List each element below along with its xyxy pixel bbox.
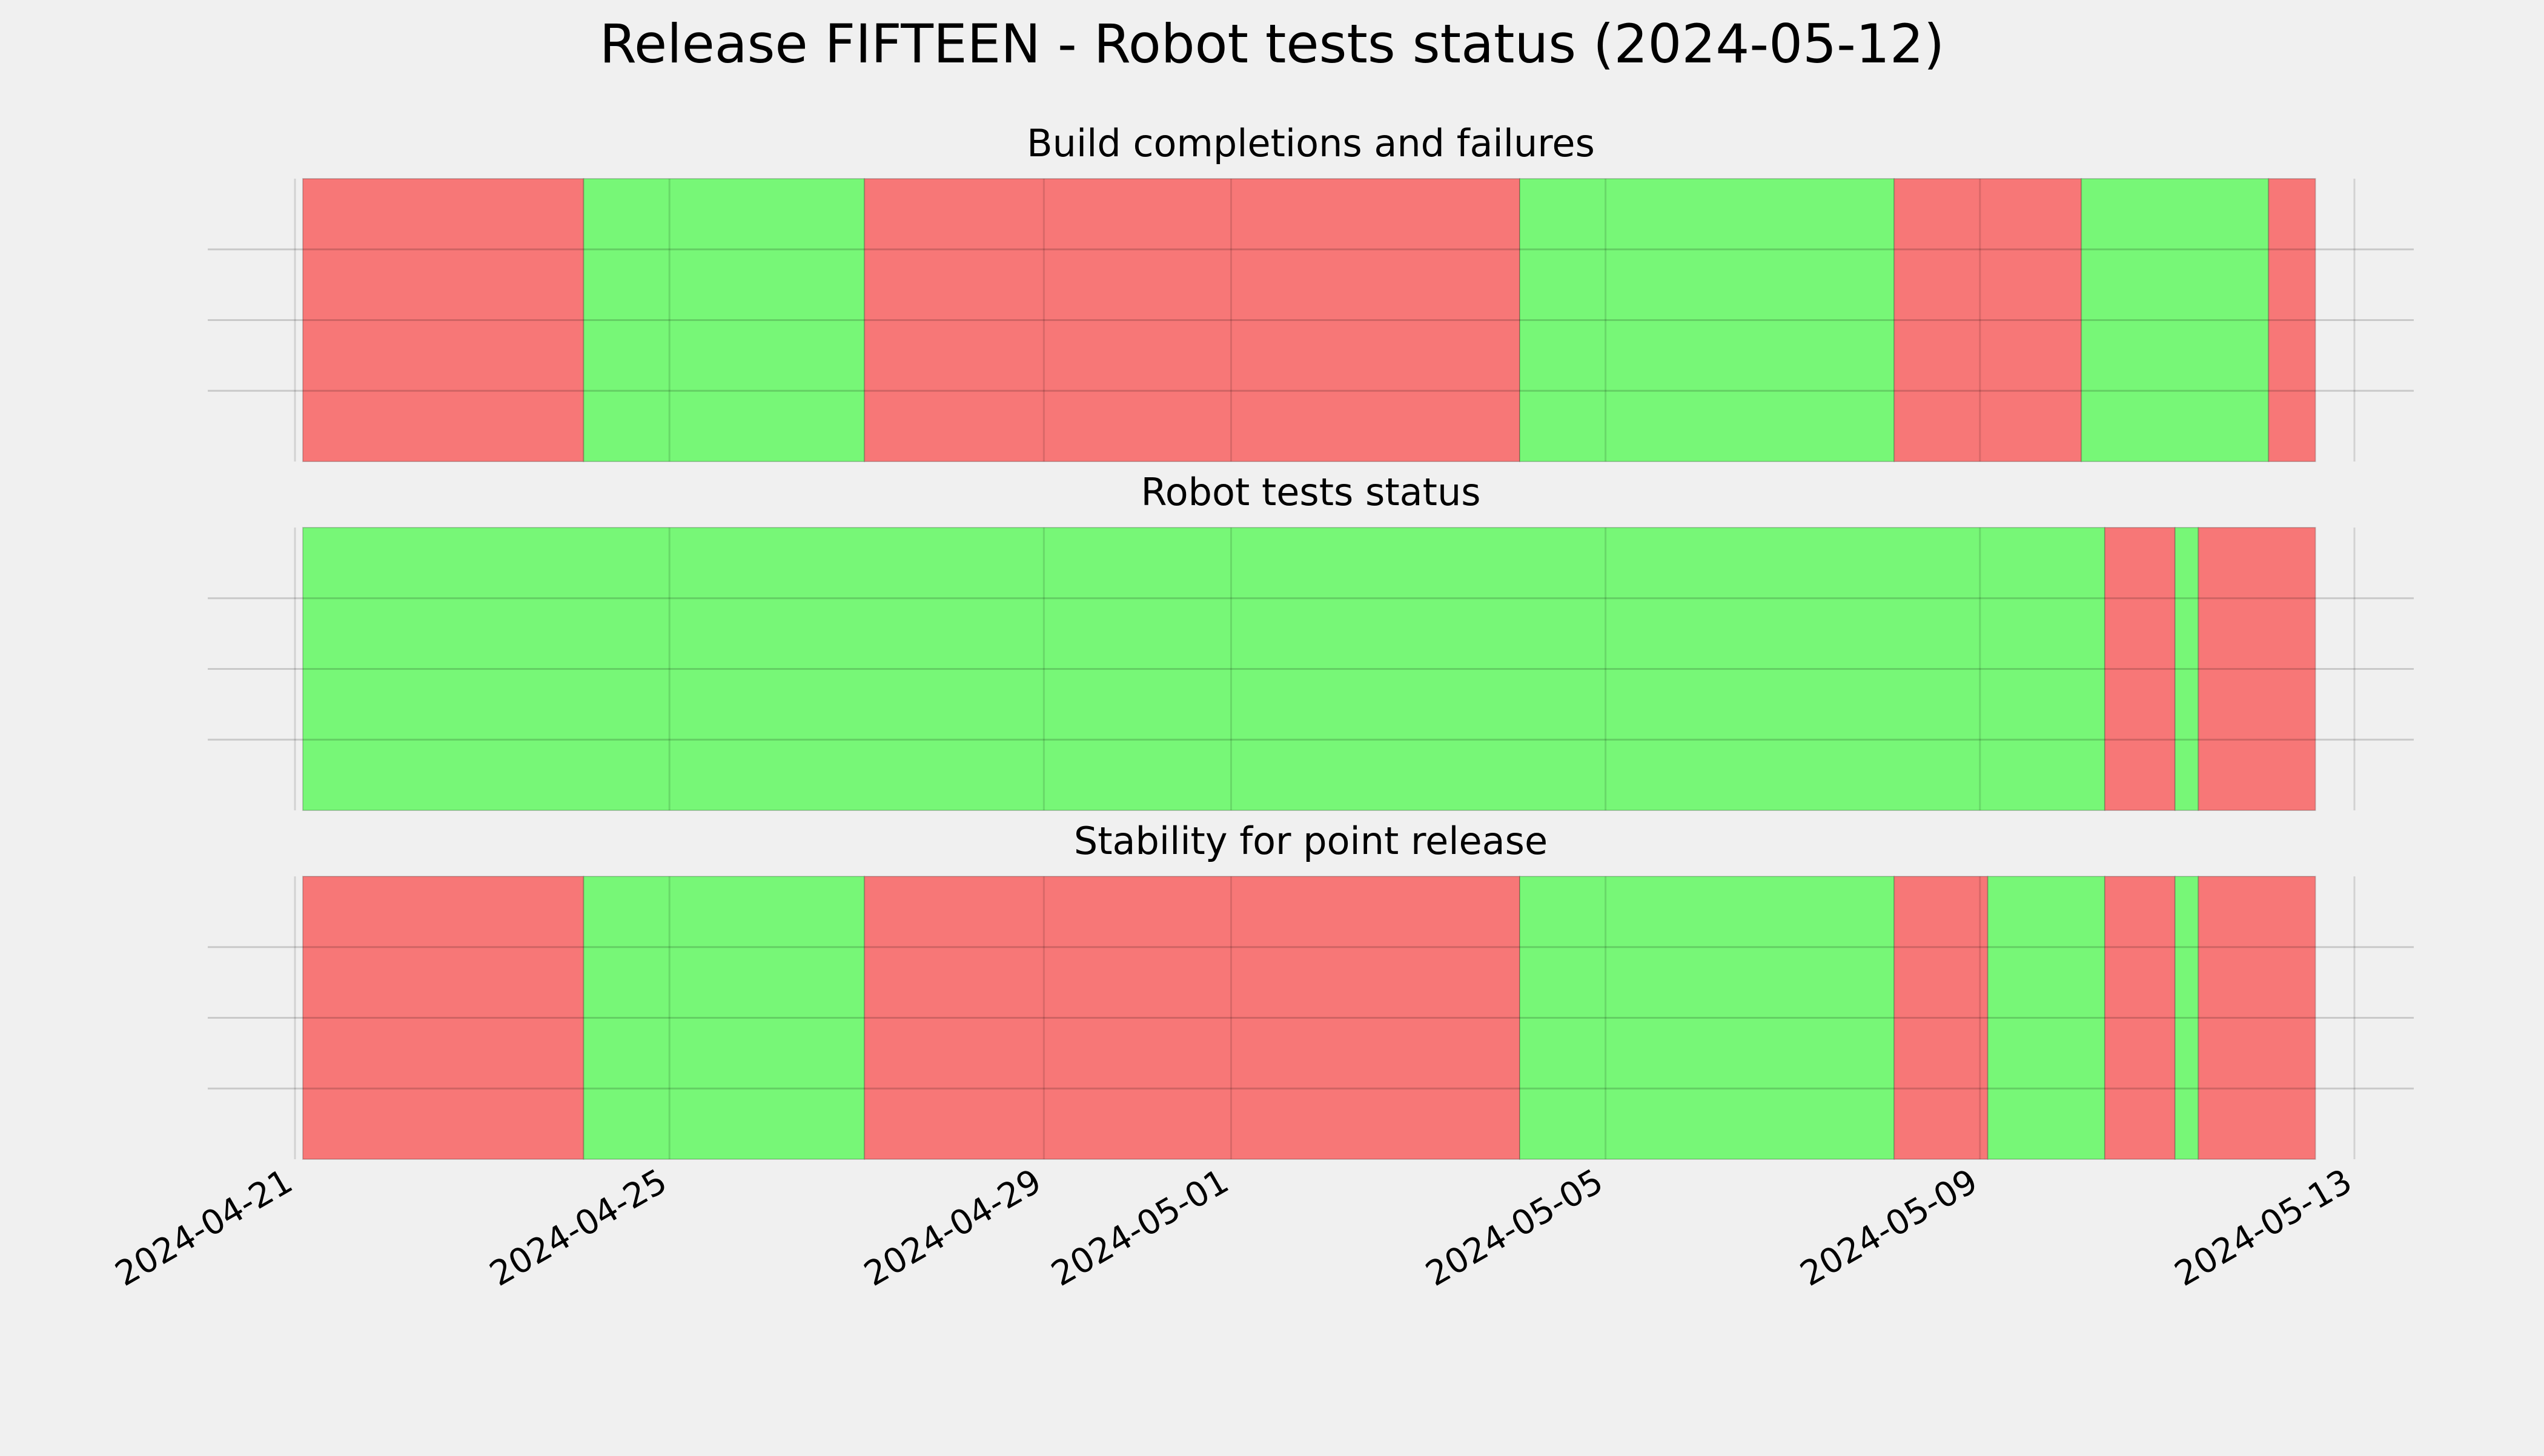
status-segment-fail — [2198, 876, 2316, 1160]
status-segment-pass — [1987, 876, 2105, 1160]
status-segment-fail — [2104, 876, 2176, 1160]
chart-title: Release FIFTEEN - Robot tests status (20… — [600, 13, 1944, 75]
status-segment-fail — [302, 876, 585, 1160]
x-tick-label: 2024-04-21 — [109, 1162, 299, 1294]
x-tick-label: 2024-05-13 — [2168, 1162, 2359, 1294]
status-segment-fail — [1893, 876, 1989, 1160]
x-tick-label: 2024-04-25 — [483, 1162, 674, 1294]
status-segment-pass — [1519, 178, 1895, 462]
status-segment-fail — [864, 178, 1520, 462]
status-segment-pass — [2174, 527, 2199, 811]
status-segment-pass — [1519, 876, 1895, 1160]
status-segment-fail — [2198, 527, 2316, 811]
x-axis-tick-labels: 2024-04-21 2024-04-25 2024-04-292024-05-01… — [109, 1162, 2359, 1294]
status-segment-fail — [2268, 178, 2316, 462]
panel-title: Stability for point release — [1074, 819, 1548, 863]
x-tick-label: 2024-04-29 — [858, 1162, 1048, 1294]
chart-panel: Build completions and failures — [208, 121, 2414, 462]
chart-panels: Build completions and failures Robot test… — [208, 121, 2414, 1160]
chart-panel: Robot tests status — [208, 470, 2414, 811]
status-segment-pass — [2081, 178, 2270, 462]
status-segment-fail — [2104, 527, 2176, 811]
status-segment-pass — [583, 178, 866, 462]
status-segment-pass — [302, 527, 2105, 811]
status-segment-fail — [1893, 178, 2082, 462]
status-segment-pass — [2174, 876, 2199, 1160]
chart-panel: Stability for point release — [208, 819, 2414, 1160]
status-segment-fail — [302, 178, 585, 462]
status-segment-fail — [864, 876, 1520, 1160]
x-tick-label: 2024-05-09 — [1794, 1162, 1984, 1294]
x-tick-label: 2024-05-05 — [1419, 1162, 1609, 1294]
panel-title: Build completions and failures — [1027, 121, 1595, 165]
x-tick-label: 2024-05-01 — [1045, 1162, 1235, 1294]
panel-title: Robot tests status — [1141, 470, 1480, 514]
status-segment-pass — [583, 876, 866, 1160]
